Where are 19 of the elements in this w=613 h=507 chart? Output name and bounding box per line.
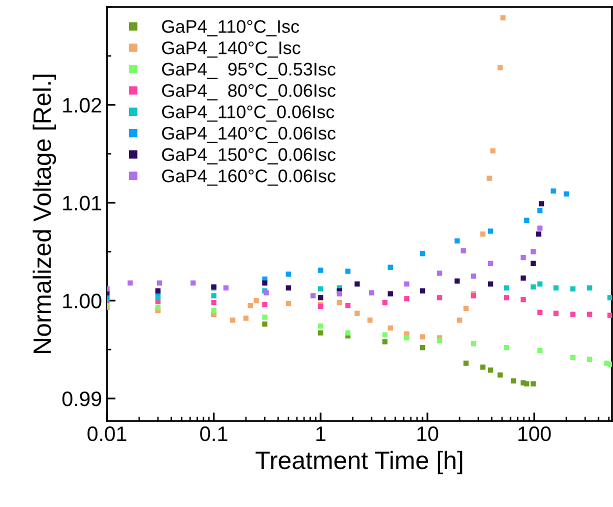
y-axis-title: Normalized Voltage [Rel.]	[32, 74, 56, 353]
legend-label: GaP4_160°C_0.06Isc	[162, 170, 336, 186]
y-tick-label: 1.00	[63, 294, 102, 308]
legend-label: GaP4_150°C_0.06Isc	[162, 148, 336, 164]
legend-label: GaP4_140°C_0.06Isc	[162, 126, 336, 144]
x-tick-label: 10	[417, 426, 438, 442]
legend-label: GaP4_110°C_Isc	[162, 20, 300, 36]
y-tick-label: 0.99	[62, 391, 102, 406]
x-tick-label: 0.01	[88, 426, 126, 442]
x-axis-title: Treatment Time [h]	[256, 450, 462, 474]
y-tick-label: 1.02	[63, 98, 102, 113]
x-tick-label: 0.1	[200, 426, 228, 442]
x-tick-label: 1	[316, 426, 326, 441]
legend-label: GaP4_140°C_Isc	[162, 41, 300, 58]
legend-label: GaP4_110°C_0.06Isc	[162, 105, 334, 122]
x-tick-label: 100	[518, 426, 551, 442]
legend-label: GaP4_ 95°C_0.53Isc	[162, 62, 336, 79]
legend-label: GaP4_ 80°C_0.06Isc	[162, 84, 336, 100]
y-tick-label: 1.01	[63, 196, 102, 210]
